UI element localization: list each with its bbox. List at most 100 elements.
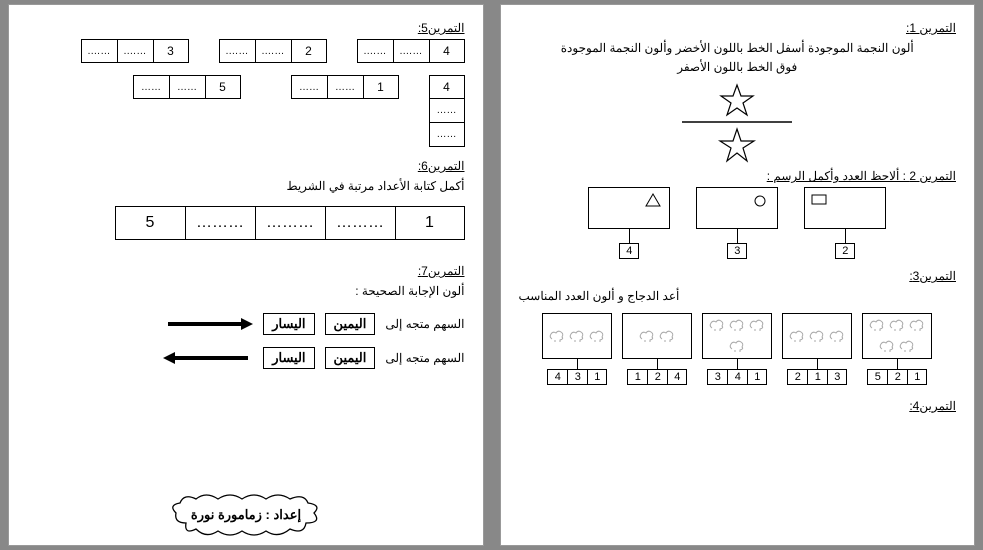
chicken-icon	[808, 329, 826, 343]
chicken-icon	[828, 329, 846, 343]
number-option: 2	[647, 369, 667, 385]
chick-box	[862, 313, 932, 359]
ex7-row2: السهم متجه إلى اليمين اليسار	[27, 347, 465, 369]
chick-unit: 421	[622, 313, 692, 385]
ex1-instr: ألون النجمة الموجودة أسفل الخط باللون ال…	[519, 39, 957, 77]
ex7-line1-text: السهم متجه إلى	[385, 317, 464, 331]
number-option: 1	[907, 369, 927, 385]
chicken-icon	[728, 339, 746, 353]
ex6-instr: أكمل كتابة الأعداد مرتبة في الشريط	[27, 177, 465, 196]
chicken-icon	[638, 329, 656, 343]
ex7-line2-text: السهم متجه إلى	[385, 351, 464, 365]
strip-cell: 2	[291, 39, 327, 63]
ex2-title: التمرين 2 : ألاحظ العدد وأكمل الرسم :	[519, 169, 957, 183]
ex7-row1: السهم متجه إلى اليمين اليسار	[27, 313, 465, 335]
credit-cloud: إعداد : زمامورة نورة	[166, 493, 326, 541]
chicken-icon	[588, 329, 606, 343]
number-option: 1	[807, 369, 827, 385]
chick-unit: 125	[862, 313, 932, 385]
chicken-icon	[878, 339, 896, 353]
shape-triangle	[588, 187, 670, 229]
ex2-box-2: 3	[696, 187, 778, 259]
credit-text: إعداد : زمامورة نورة	[191, 507, 302, 523]
shape-circle	[696, 187, 778, 229]
ex3-title: التمرين3:	[519, 269, 957, 283]
ex2-num-1: 2	[835, 243, 855, 259]
number-option: 1	[627, 369, 647, 385]
ex5-vertical-strip: 4…………	[429, 75, 465, 147]
ex2-num-3: 4	[619, 243, 639, 259]
ex5-strip-b: 5…………	[133, 75, 241, 99]
number-options: 312	[787, 369, 847, 385]
chicken-icon	[788, 329, 806, 343]
strip-cell: …….	[357, 39, 393, 63]
chicken-icon	[898, 339, 916, 353]
chicken-icon	[748, 318, 766, 332]
strip-cell: ………	[185, 206, 255, 240]
chick-box	[702, 313, 772, 359]
chick-box	[622, 313, 692, 359]
arrow-left-icon	[163, 350, 253, 366]
number-options: 421	[627, 369, 687, 385]
number-option: 3	[827, 369, 847, 385]
star-top-icon	[718, 83, 756, 117]
number-options: 143	[707, 369, 767, 385]
ex6-strip: 1………………………5	[115, 206, 465, 240]
strip-cell: …….	[393, 39, 429, 63]
number-options: 125	[867, 369, 927, 385]
ex2-row: 2 3 4	[519, 187, 957, 259]
number-option: 1	[747, 369, 767, 385]
chicken-icon	[658, 329, 676, 343]
number-option: 4	[547, 369, 567, 385]
ex1-instr-line1: ألون النجمة الموجودة أسفل الخط باللون ال…	[561, 41, 914, 55]
page-right: التمرين5: 4…….…….2…….…….3…….……. 4………… 1……	[8, 4, 484, 546]
number-option: 2	[887, 369, 907, 385]
strip-cell: 5	[205, 75, 241, 99]
opt-right-1: اليمين	[325, 313, 376, 335]
strip-cell: 1	[395, 206, 465, 240]
strip-cell: 4	[429, 39, 465, 63]
number-option: 4	[727, 369, 747, 385]
strip-cell: 3	[153, 39, 189, 63]
ex5-row1: 4…….…….2…….…….3…….…….	[27, 39, 465, 63]
divider-line	[677, 117, 797, 127]
opt-right-2: اليمين	[325, 347, 376, 369]
opt-left-1: اليسار	[263, 313, 314, 335]
ex2-box-1: 2	[804, 187, 886, 259]
number-options: 134	[547, 369, 607, 385]
ex5-strip-a: 1…………	[291, 75, 399, 99]
star-bottom-icon	[717, 127, 757, 163]
strip-cell: ………	[325, 206, 395, 240]
strip-cell: …….	[255, 39, 291, 63]
ex5-strip: 4…….…….	[357, 39, 465, 63]
number-option: 3	[567, 369, 587, 385]
strip-cell: 5	[115, 206, 185, 240]
ex1-figure	[519, 83, 957, 163]
arrow-right-icon	[163, 316, 253, 332]
strip-cell: ………	[255, 206, 325, 240]
chick-box	[542, 313, 612, 359]
strip-cell: …….	[117, 39, 153, 63]
chicken-icon	[888, 318, 906, 332]
strip-cell: 1	[363, 75, 399, 99]
strip-cell: ……	[327, 75, 363, 99]
strip-cell: …….	[81, 39, 117, 63]
ex2-box-3: 4	[588, 187, 670, 259]
ex2-num-2: 3	[727, 243, 747, 259]
opt-left-2: اليسار	[263, 347, 314, 369]
ex5-strip: 2…….…….	[219, 39, 327, 63]
ex6-title: التمرين6:	[27, 159, 465, 173]
chicken-icon	[908, 318, 926, 332]
ex5-row2: 4………… 1………… 5…………	[27, 75, 465, 147]
strip-cell: 4	[429, 75, 465, 99]
number-option: 3	[707, 369, 727, 385]
strip-cell: ……	[169, 75, 205, 99]
strip-cell: ……	[291, 75, 327, 99]
number-option: 2	[787, 369, 807, 385]
ex3-instr: أعد الدجاج و ألون العدد المناسب	[519, 287, 957, 306]
ex1-title: التمرين 1:	[519, 21, 957, 35]
strip-cell: ……	[429, 123, 465, 147]
number-option: 1	[587, 369, 607, 385]
chicken-icon	[548, 329, 566, 343]
chick-box	[782, 313, 852, 359]
